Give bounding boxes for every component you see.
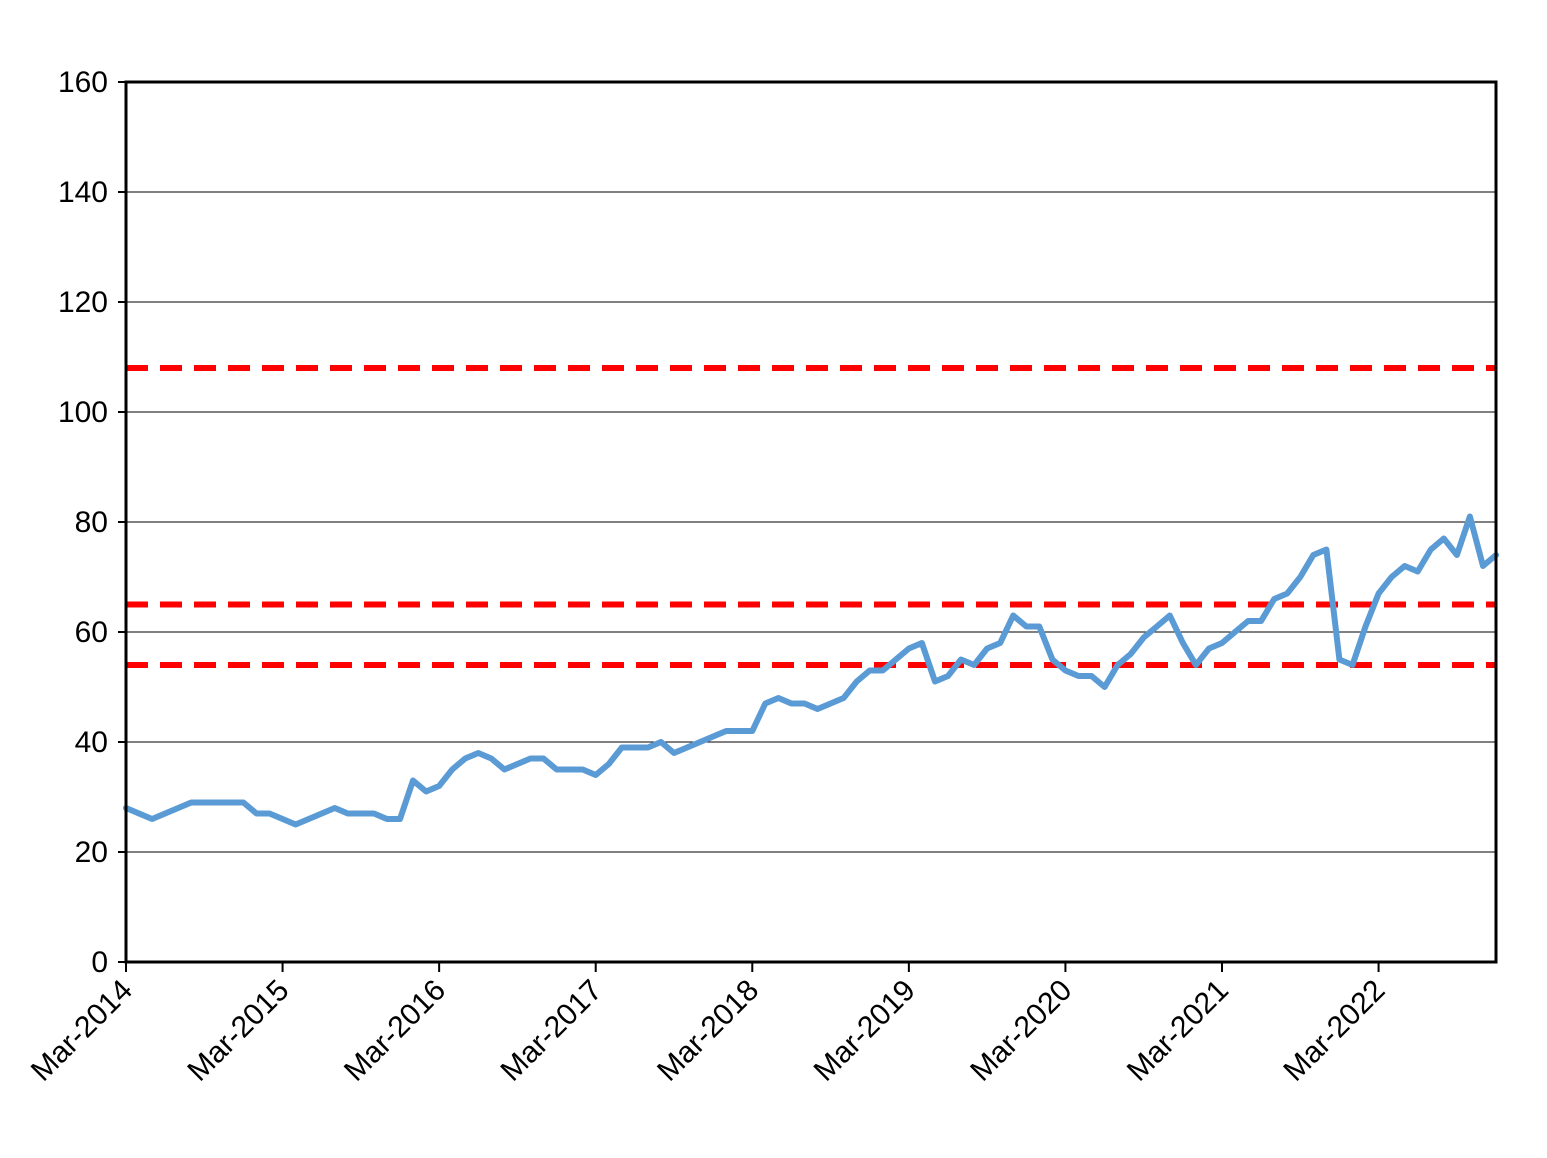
x-tick-label: Mar-2016	[338, 974, 452, 1088]
y-tick-label: 20	[75, 836, 108, 869]
x-axis-ticks: Mar-2014 Mar-2015 Mar-2016 Mar-2017 Mar-2018…	[25, 962, 1392, 1088]
x-tick-label: Mar-2017	[495, 974, 609, 1088]
y-tick-label: 100	[58, 396, 108, 429]
y-axis-ticks: 0 20 40 60 80 100 120 140 160	[58, 66, 126, 979]
series-line-0	[123, 513, 1499, 828]
x-tick-label: Mar-2018	[651, 974, 765, 1088]
x-tick-label: Mar-2015	[181, 974, 295, 1088]
x-tick-label: Mar-2022	[1277, 974, 1391, 1088]
reference-lines	[126, 365, 1496, 668]
x-tick-label: Mar-2019	[808, 974, 922, 1088]
y-tick-label: 60	[75, 616, 108, 649]
x-tick-label: Mar-2020	[964, 974, 1078, 1088]
y-tick-label: 40	[75, 726, 108, 759]
y-tick-label: 160	[58, 66, 108, 99]
y-tick-label: 140	[58, 176, 108, 209]
x-tick-label: Mar-2021	[1121, 974, 1235, 1088]
y-tick-label: 0	[91, 946, 108, 979]
y-tick-label: 120	[58, 286, 108, 319]
y-tick-label: 80	[75, 506, 108, 539]
series-layer	[123, 513, 1499, 828]
x-tick-label: Mar-2014	[25, 974, 139, 1088]
gridlines	[126, 191, 1496, 853]
